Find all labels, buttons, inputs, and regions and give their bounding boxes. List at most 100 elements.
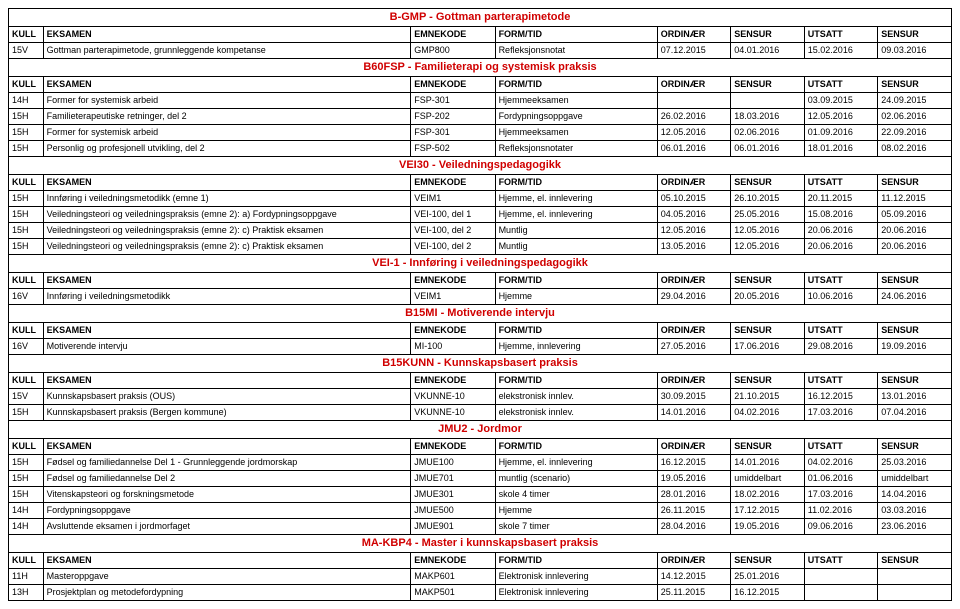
cell-kull: 15H — [9, 109, 44, 125]
col-formtid: FORM/TID — [495, 175, 657, 191]
cell-utsatt: 01.06.2016 — [804, 471, 878, 487]
section-title: B60FSP - Familieterapi og systemisk prak… — [9, 59, 951, 76]
cell-eksamen: Former for systemisk arbeid — [43, 125, 411, 141]
cell-ordinaer: 26.11.2015 — [657, 503, 731, 519]
cell-formtid: Muntlig — [495, 223, 657, 239]
col-kull: KULL — [9, 27, 44, 43]
cell-ordinaer: 27.05.2016 — [657, 339, 731, 355]
col-utsatt: UTSATT — [804, 439, 878, 455]
cell-formtid: Hjemme — [495, 503, 657, 519]
col-sensur2: SENSUR — [878, 553, 952, 569]
cell-eksamen: Motiverende intervju — [43, 339, 411, 355]
col-kull: KULL — [9, 553, 44, 569]
col-formtid: FORM/TID — [495, 77, 657, 93]
section-title: JMU2 - Jordmor — [9, 421, 951, 438]
col-emnekode: EMNEKODE — [411, 77, 495, 93]
cell-sensur1: 06.01.2016 — [731, 141, 805, 157]
cell-emnekode: FSP-301 — [411, 125, 495, 141]
col-ordinaer: ORDINÆR — [657, 439, 731, 455]
cell-eksamen: Familieterapeutiske retninger, del 2 — [43, 109, 411, 125]
cell-kull: 14H — [9, 93, 44, 109]
cell-ordinaer: 04.05.2016 — [657, 207, 731, 223]
section-title-row: VEI-1 - Innføring i veiledningspedagogik… — [9, 255, 952, 273]
col-formtid: FORM/TID — [495, 373, 657, 389]
cell-formtid: Hjemme, el. innlevering — [495, 207, 657, 223]
cell-formtid: muntlig (scenario) — [495, 471, 657, 487]
cell-formtid: skole 4 timer — [495, 487, 657, 503]
cell-ordinaer: 05.10.2015 — [657, 191, 731, 207]
col-emnekode: EMNEKODE — [411, 439, 495, 455]
col-eksamen: EKSAMEN — [43, 175, 411, 191]
cell-kull: 16V — [9, 339, 44, 355]
cell-emnekode: VKUNNE-10 — [411, 389, 495, 405]
col-sensur1: SENSUR — [731, 77, 805, 93]
cell-formtid: Hjemme, el. innlevering — [495, 191, 657, 207]
cell-eksamen: Masteroppgave — [43, 569, 411, 585]
cell-kull: 15H — [9, 191, 44, 207]
cell-utsatt: 04.02.2016 — [804, 455, 878, 471]
col-sensur2: SENSUR — [878, 27, 952, 43]
cell-eksamen: Prosjektplan og metodefordypning — [43, 585, 411, 601]
col-emnekode: EMNEKODE — [411, 323, 495, 339]
cell-sensur2: 05.09.2016 — [878, 207, 952, 223]
col-formtid: FORM/TID — [495, 27, 657, 43]
cell-eksamen: Innføring i veiledningsmetodikk — [43, 289, 411, 305]
table-row: 15HFødsel og familiedannelse Del 2JMUE70… — [9, 471, 952, 487]
cell-sensur2: 19.09.2016 — [878, 339, 952, 355]
cell-sensur2 — [878, 585, 952, 601]
cell-emnekode: GMP800 — [411, 43, 495, 59]
col-emnekode: EMNEKODE — [411, 553, 495, 569]
cell-ordinaer: 06.01.2016 — [657, 141, 731, 157]
col-formtid: FORM/TID — [495, 323, 657, 339]
col-eksamen: EKSAMEN — [43, 439, 411, 455]
cell-sensur1: 19.05.2016 — [731, 519, 805, 535]
cell-eksamen: Vitenskapsteori og forskningsmetode — [43, 487, 411, 503]
cell-eksamen: Kunnskapsbasert praksis (Bergen kommune) — [43, 405, 411, 421]
cell-ordinaer — [657, 93, 731, 109]
cell-emnekode: VEI-100, del 1 — [411, 207, 495, 223]
col-emnekode: EMNEKODE — [411, 373, 495, 389]
col-ordinaer: ORDINÆR — [657, 77, 731, 93]
section-title-row: B15MI - Motiverende intervju — [9, 305, 952, 323]
cell-kull: 15H — [9, 223, 44, 239]
cell-ordinaer: 16.12.2015 — [657, 455, 731, 471]
cell-emnekode: FSP-502 — [411, 141, 495, 157]
col-kull: KULL — [9, 323, 44, 339]
col-eksamen: EKSAMEN — [43, 373, 411, 389]
cell-emnekode: VEIM1 — [411, 191, 495, 207]
cell-eksamen: Veiledningsteori og veiledningspraksis (… — [43, 239, 411, 255]
cell-emnekode: VEI-100, del 2 — [411, 223, 495, 239]
col-sensur1: SENSUR — [731, 373, 805, 389]
col-sensur2: SENSUR — [878, 323, 952, 339]
cell-eksamen: Gottman parterapimetode, grunnleggende k… — [43, 43, 411, 59]
section-title-row: JMU2 - Jordmor — [9, 421, 952, 439]
cell-sensur1: 02.06.2016 — [731, 125, 805, 141]
col-ordinaer: ORDINÆR — [657, 175, 731, 191]
cell-ordinaer: 07.12.2015 — [657, 43, 731, 59]
cell-formtid: Refleksjonsnotat — [495, 43, 657, 59]
col-kull: KULL — [9, 439, 44, 455]
cell-sensur1 — [731, 93, 805, 109]
cell-eksamen: Fordypningsoppgave — [43, 503, 411, 519]
cell-kull: 15H — [9, 239, 44, 255]
cell-sensur2: umiddelbart — [878, 471, 952, 487]
col-sensur2: SENSUR — [878, 273, 952, 289]
cell-formtid: Fordypningsoppgave — [495, 109, 657, 125]
cell-ordinaer: 19.05.2016 — [657, 471, 731, 487]
cell-utsatt: 01.09.2016 — [804, 125, 878, 141]
col-sensur1: SENSUR — [731, 553, 805, 569]
cell-ordinaer: 30.09.2015 — [657, 389, 731, 405]
cell-sensur2: 07.04.2016 — [878, 405, 952, 421]
cell-kull: 15H — [9, 207, 44, 223]
cell-sensur1: 14.01.2016 — [731, 455, 805, 471]
cell-sensur2: 23.06.2016 — [878, 519, 952, 535]
cell-utsatt: 18.01.2016 — [804, 141, 878, 157]
cell-emnekode: MAKP601 — [411, 569, 495, 585]
cell-formtid: Hjemmeeksamen — [495, 125, 657, 141]
cell-ordinaer: 28.01.2016 — [657, 487, 731, 503]
cell-sensur1: 04.01.2016 — [731, 43, 805, 59]
section-title: B15KUNN - Kunnskapsbasert praksis — [9, 355, 951, 372]
cell-eksamen: Veiledningsteori og veiledningspraksis (… — [43, 223, 411, 239]
cell-sensur1: 20.05.2016 — [731, 289, 805, 305]
cell-formtid: Hjemme, el. innlevering — [495, 455, 657, 471]
